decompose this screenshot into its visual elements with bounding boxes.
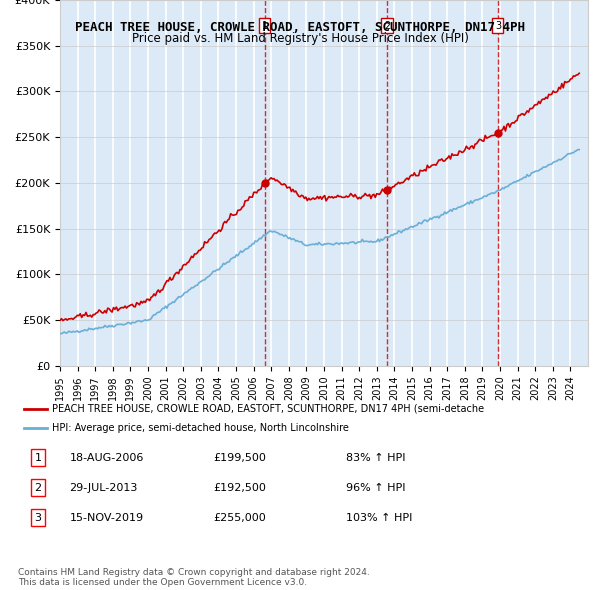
Text: 2: 2 (384, 21, 390, 31)
Text: 3: 3 (34, 513, 41, 523)
Text: £199,500: £199,500 (214, 453, 266, 463)
Text: 96% ↑ HPI: 96% ↑ HPI (346, 483, 406, 493)
Text: HPI: Average price, semi-detached house, North Lincolnshire: HPI: Average price, semi-detached house,… (52, 424, 349, 434)
Text: 83% ↑ HPI: 83% ↑ HPI (346, 453, 406, 463)
Text: Price paid vs. HM Land Registry's House Price Index (HPI): Price paid vs. HM Land Registry's House … (131, 32, 469, 45)
Text: Contains HM Land Registry data © Crown copyright and database right 2024.
This d: Contains HM Land Registry data © Crown c… (18, 568, 370, 587)
Text: 3: 3 (495, 21, 501, 31)
Text: 2: 2 (34, 483, 41, 493)
Text: 29-JUL-2013: 29-JUL-2013 (70, 483, 138, 493)
Text: 1: 1 (34, 453, 41, 463)
Text: 15-NOV-2019: 15-NOV-2019 (70, 513, 144, 523)
Text: 103% ↑ HPI: 103% ↑ HPI (346, 513, 412, 523)
Text: PEACH TREE HOUSE, CROWLE ROAD, EASTOFT, SCUNTHORPE, DN17 4PH: PEACH TREE HOUSE, CROWLE ROAD, EASTOFT, … (75, 21, 525, 34)
Text: PEACH TREE HOUSE, CROWLE ROAD, EASTOFT, SCUNTHORPE, DN17 4PH (semi-detache: PEACH TREE HOUSE, CROWLE ROAD, EASTOFT, … (52, 404, 484, 414)
Text: 18-AUG-2006: 18-AUG-2006 (70, 453, 144, 463)
Text: 1: 1 (262, 21, 268, 31)
Text: £255,000: £255,000 (214, 513, 266, 523)
Text: £192,500: £192,500 (214, 483, 266, 493)
